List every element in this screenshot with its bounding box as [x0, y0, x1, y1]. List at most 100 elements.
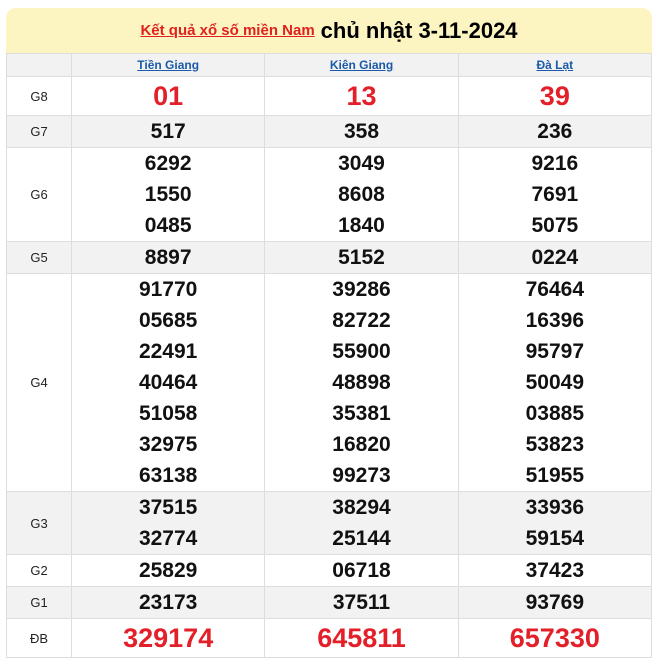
- prize-cell: 517: [70, 115, 266, 148]
- prize-row: G7 517 358 236: [6, 115, 653, 148]
- prize-label: G2: [6, 554, 72, 587]
- prize-number: 5075: [531, 214, 579, 237]
- prize-row: G5 8897 5152 0224: [6, 241, 653, 274]
- prize-label: G4: [6, 273, 72, 492]
- prize-number: 32975: [138, 433, 198, 456]
- prize-cell: 358: [264, 115, 459, 148]
- province-header-row: Tiền Giang Kiên Giang Đà Lạt: [6, 53, 653, 77]
- province-link[interactable]: Tiền Giang: [137, 58, 200, 72]
- prize-cell: 23173: [70, 586, 266, 619]
- prize-row: ĐB 329174 645811 657330: [6, 618, 653, 658]
- prize-number: 82722: [332, 309, 391, 332]
- prize-cell: 06718: [264, 554, 459, 587]
- prize-number: 40464: [138, 371, 198, 394]
- prize-cell: 3049 8608 1840: [264, 147, 459, 242]
- prize-cell: 91770 05685 22491 40464 51058 32975 63138: [70, 273, 266, 492]
- prize-label: G1: [6, 586, 72, 619]
- prize-number: 48898: [332, 371, 391, 394]
- prize-number: 38294: [332, 496, 391, 519]
- prize-number: 91770: [138, 278, 198, 301]
- prize-number: 517: [150, 120, 186, 143]
- prize-number: 22491: [138, 340, 198, 363]
- title-bar: Kết quả xổ số miền Nam chủ nhật 3-11-202…: [6, 8, 652, 53]
- prize-number: 06718: [332, 559, 391, 582]
- prize-row: G4 91770 05685 22491 40464 51058 32975 63138 392…: [6, 273, 653, 492]
- prize-number: 1840: [338, 214, 385, 237]
- prize-cell: 01: [70, 76, 266, 116]
- prize-cell: 39: [457, 76, 653, 116]
- prize-cell: 93769: [457, 586, 653, 619]
- prize-number: 50049: [525, 371, 585, 394]
- prize-number: 16820: [332, 433, 391, 456]
- prize-number: 23173: [138, 591, 198, 614]
- prize-cell: 5152: [264, 241, 459, 274]
- prize-number: 35381: [332, 402, 391, 425]
- prize-number: 25829: [138, 559, 198, 582]
- province-link[interactable]: Kiên Giang: [329, 58, 394, 72]
- prize-cell: 25829: [70, 554, 266, 587]
- prize-number: 05685: [138, 309, 198, 332]
- prize-number: 95797: [525, 340, 585, 363]
- prize-number: 39: [539, 81, 570, 111]
- prize-row: G1 23173 37511 93769: [6, 586, 653, 619]
- prize-number: 33936: [525, 496, 585, 519]
- prize-label: G5: [6, 241, 72, 274]
- prize-number: 55900: [332, 340, 391, 363]
- prize-cell: 13: [264, 76, 459, 116]
- prize-number: 9216: [531, 152, 579, 175]
- prize-number: 76464: [525, 278, 585, 301]
- region-link[interactable]: Kết quả xổ số miền Nam: [140, 22, 315, 39]
- prize-number: 645811: [317, 623, 406, 653]
- prize-number: 5152: [338, 246, 385, 269]
- prize-number: 37511: [332, 591, 391, 614]
- prize-number: 25144: [332, 527, 391, 550]
- results-panel: Kết quả xổ số miền Nam chủ nhật 3-11-202…: [6, 8, 653, 658]
- results-table: Tiền Giang Kiên Giang Đà Lạt G8 01 13 39 G7 5…: [6, 53, 653, 658]
- prize-cell: 37511: [264, 586, 459, 619]
- prize-cell: 0224: [457, 241, 653, 274]
- prize-label: G6: [6, 147, 72, 242]
- prize-number: 6292: [144, 152, 192, 175]
- empty-cell: [6, 53, 72, 77]
- prize-number: 37515: [138, 496, 198, 519]
- prize-number: 16396: [525, 309, 585, 332]
- prize-cell: 8897: [70, 241, 266, 274]
- draw-date: chủ nhật 3-11-2024: [320, 17, 518, 43]
- prize-number: 32774: [138, 527, 198, 550]
- province-link[interactable]: Đà Lạt: [536, 58, 574, 72]
- prize-number: 63138: [138, 464, 198, 487]
- prize-label: G7: [6, 115, 72, 148]
- prize-number: 03885: [525, 402, 585, 425]
- prize-number: 329174: [123, 623, 214, 653]
- prize-row: G8 01 13 39: [6, 76, 653, 116]
- prize-number: 657330: [509, 623, 600, 653]
- prize-number: 236: [537, 120, 573, 143]
- prize-number: 59154: [525, 527, 585, 550]
- prize-label: G3: [6, 491, 72, 555]
- prize-cell: 657330: [457, 618, 653, 658]
- prize-cell: 329174: [70, 618, 266, 658]
- prize-cell: 37515 32774: [70, 491, 266, 555]
- prize-cell: 236: [457, 115, 653, 148]
- prize-label: ĐB: [6, 618, 72, 658]
- prize-number: 7691: [531, 183, 579, 206]
- prize-cell: 38294 25144: [264, 491, 459, 555]
- prize-number: 51955: [525, 464, 585, 487]
- prize-number: 93769: [525, 591, 585, 614]
- prize-number: 8897: [144, 246, 192, 269]
- prize-number: 3049: [338, 152, 385, 175]
- prize-cell: 37423: [457, 554, 653, 587]
- prize-number: 13: [346, 81, 377, 111]
- prize-cell: 33936 59154: [457, 491, 653, 555]
- prize-number: 0485: [144, 214, 192, 237]
- prize-number: 0224: [531, 246, 579, 269]
- prize-cell: 9216 7691 5075: [457, 147, 653, 242]
- prize-row: G6 6292 1550 0485 3049 8608 1840 9216 7691 5075: [6, 147, 653, 242]
- prize-number: 37423: [525, 559, 585, 582]
- prize-cell: 39286 82722 55900 48898 35381 16820 99273: [264, 273, 459, 492]
- prize-number: 01: [153, 81, 184, 111]
- prize-number: 53823: [525, 433, 585, 456]
- prize-number: 39286: [332, 278, 391, 301]
- prize-cell: 645811: [264, 618, 459, 658]
- prize-cell: 76464 16396 95797 50049 03885 53823 51955: [457, 273, 653, 492]
